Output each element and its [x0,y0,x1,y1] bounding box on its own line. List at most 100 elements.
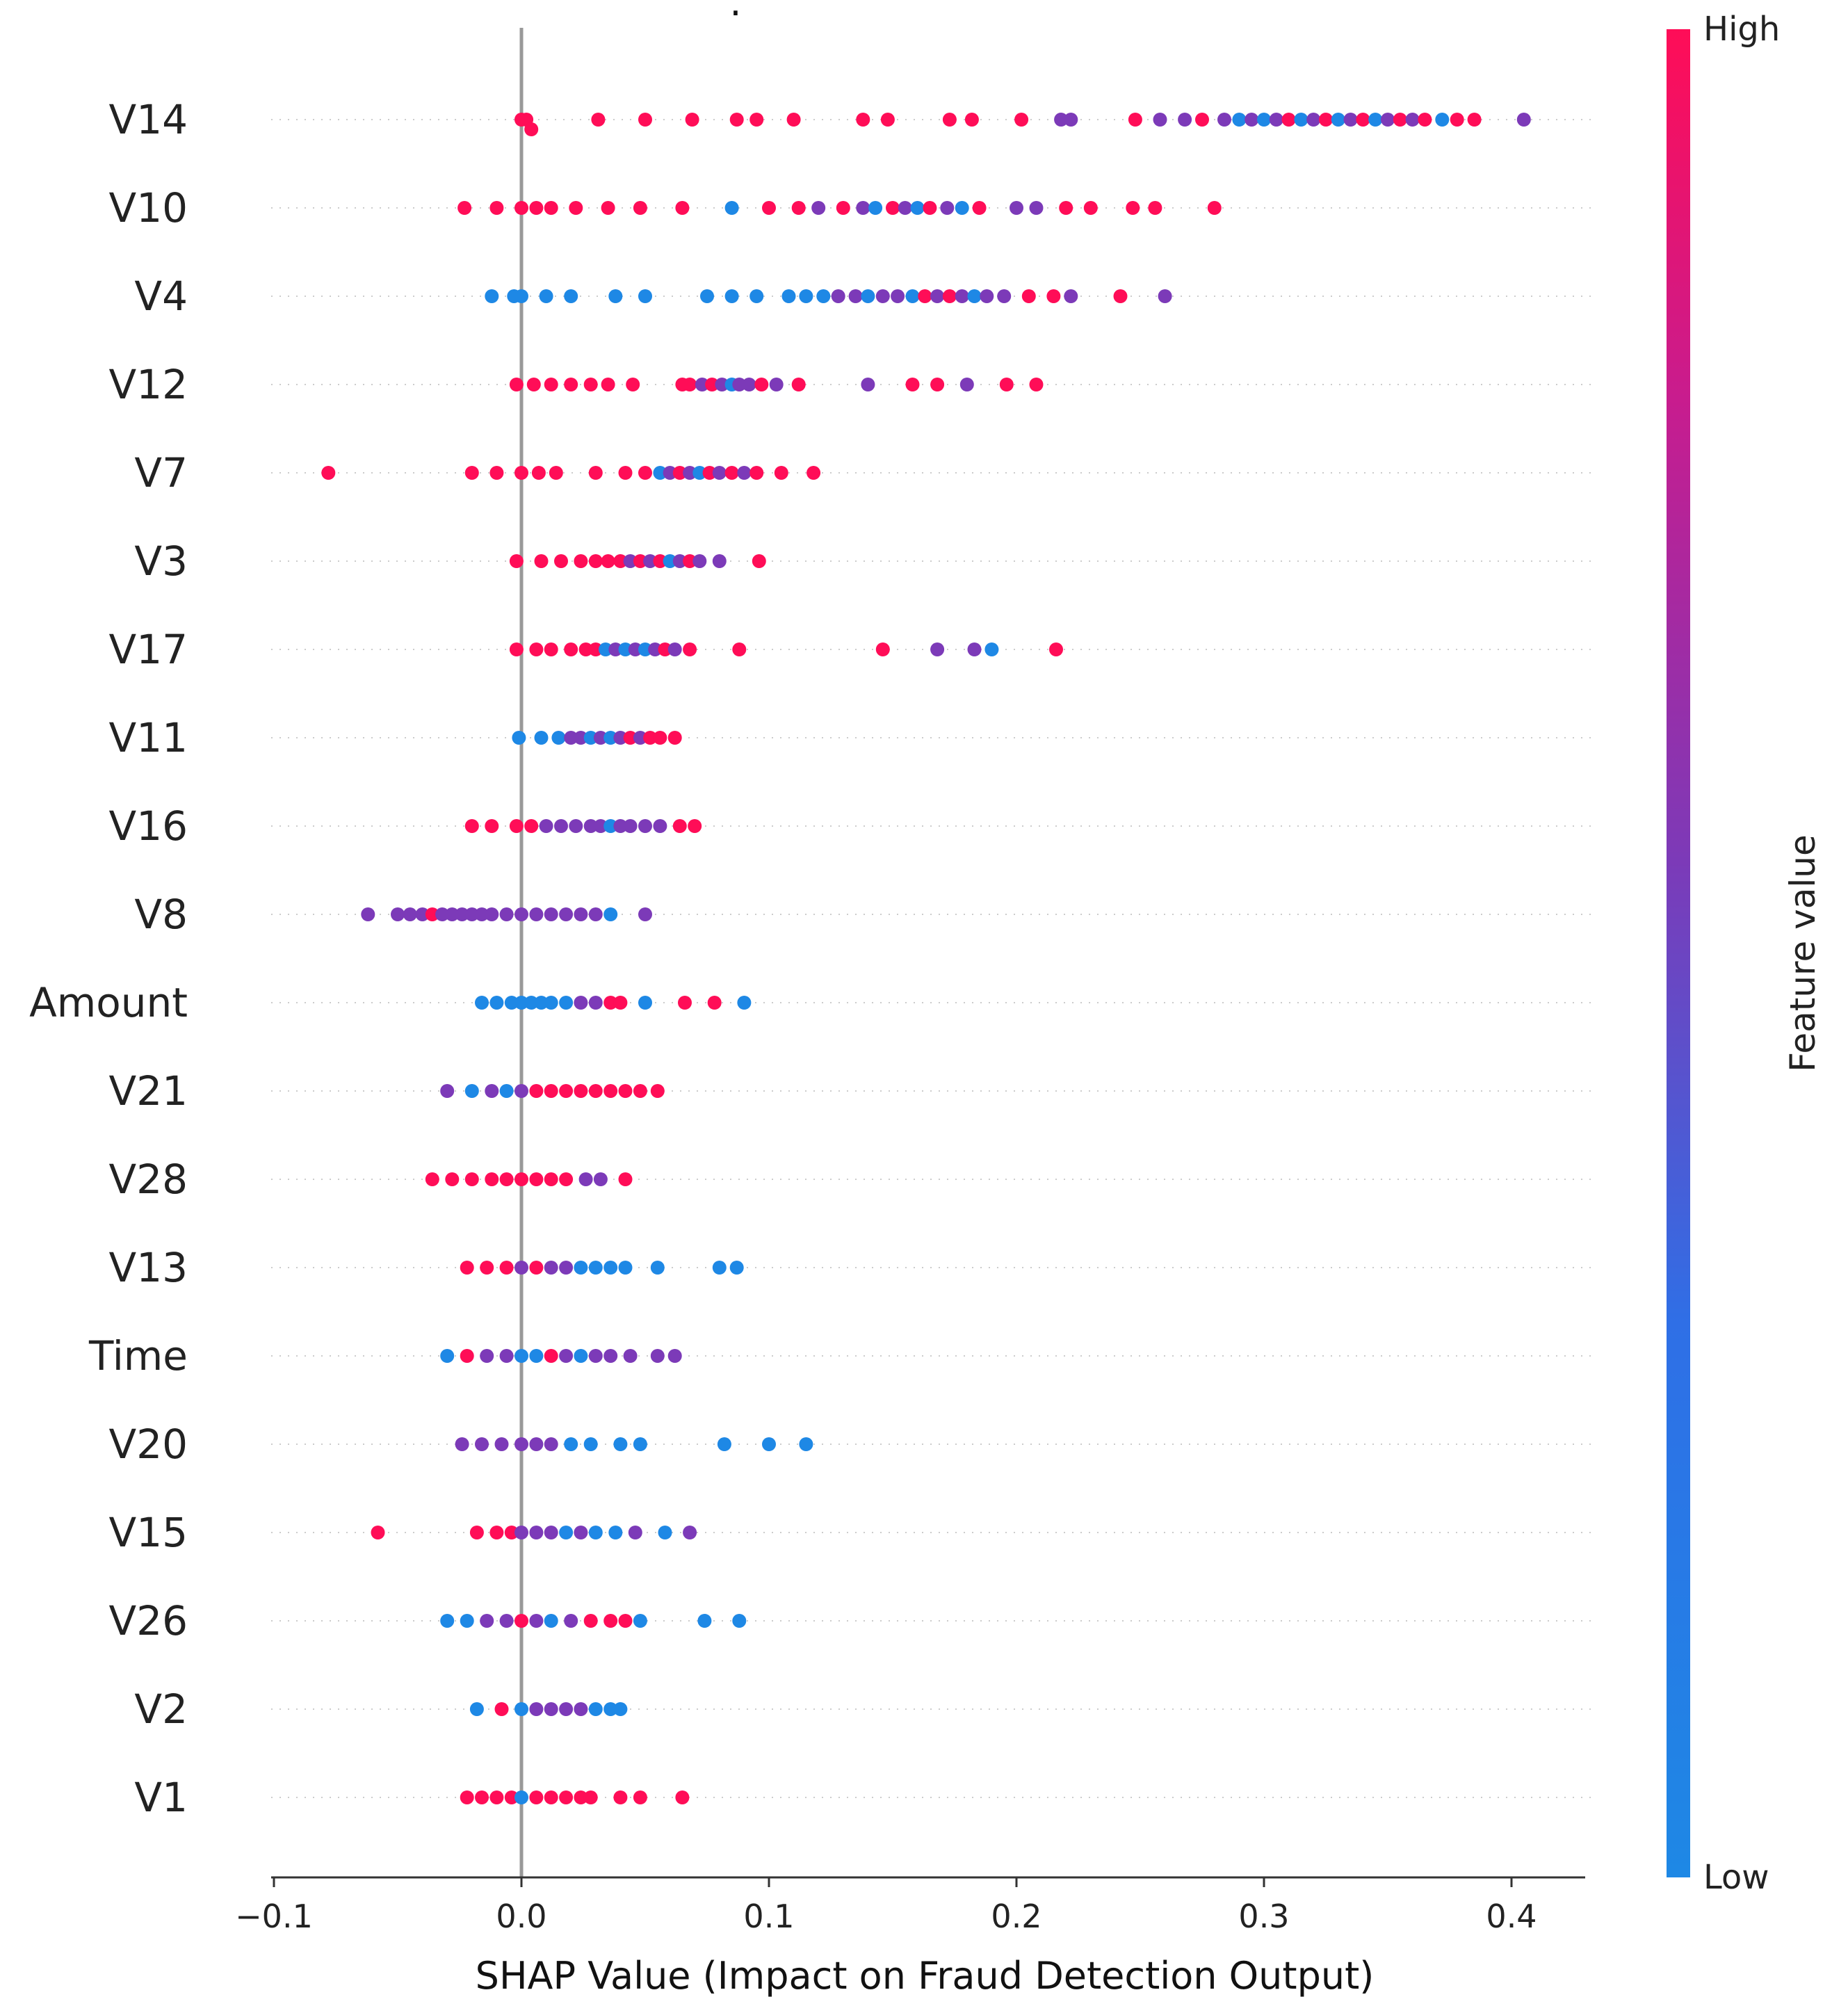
point-v14-37 [1435,113,1450,127]
point-v15-11 [628,1526,642,1539]
point-v15-7 [559,1526,574,1539]
point-v15-4 [514,1526,528,1539]
x-axis-ticks: −0.1 0.0 0.1 0.2 0.3 0.4 [235,1877,1537,1935]
point-v8-4 [425,907,439,921]
point-v11-2 [551,731,566,745]
point-v15-13 [683,1526,697,1539]
point-v14-28 [1319,113,1333,127]
point-v1-9 [583,1790,598,1804]
x-axis-label: SHAP Value (Impact on Fraud Detection Ou… [476,1954,1375,1997]
point-v4-3 [539,289,553,303]
point-amount-10 [603,996,618,1010]
point-v2-2 [514,1702,528,1716]
point-v20-4 [529,1437,544,1451]
point-v10-22 [972,201,987,215]
point-v3-6 [613,554,628,568]
point-v14-13 [1014,113,1029,127]
point-v28-0 [425,1172,439,1186]
point-v10-19 [923,201,937,215]
x-tick-label-4: 0.3 [1238,1898,1289,1935]
point-v14-14 [1054,113,1069,127]
point-v14-38 [1450,113,1464,127]
point-v17-14 [683,642,697,656]
point-v16-13 [653,819,667,833]
point-v4-21 [942,289,957,303]
point-v14-31 [1356,113,1370,127]
point-v17-0 [509,642,524,656]
point-amount-0 [475,996,489,1010]
point-v21-7 [559,1084,574,1098]
point-v15-12 [658,1526,672,1539]
point-v7-5 [549,466,563,480]
point-v2-6 [574,1702,588,1716]
point-v17-7 [608,642,623,656]
point-v10-0 [457,201,472,215]
point-v8-8 [464,907,479,921]
feature-guide-lines [271,119,1592,1798]
x-tick-label-2: 0.1 [743,1898,794,1935]
point-v4-0 [485,289,499,303]
point-v3-12 [672,554,687,568]
x-tick-label-0: −0.1 [235,1898,313,1935]
point-v4-16 [875,289,890,303]
point-v16-1 [485,819,499,833]
point-v10-4 [544,201,558,215]
point-v15-5 [529,1526,544,1539]
point-v12-10 [705,378,720,391]
point-v16-11 [623,819,638,833]
point-v2-4 [544,1702,558,1716]
point-v7-1 [464,466,479,480]
point-v4-10 [781,289,796,303]
point-v13-2 [499,1261,514,1275]
point-v11-11 [643,731,658,745]
point-v4-30 [1158,289,1172,303]
point-v3-8 [633,554,647,568]
point-amount-15 [737,996,752,1010]
point-time-8 [574,1349,588,1363]
point-amount-2 [504,996,519,1010]
point-v10-13 [836,201,850,215]
point-v21-5 [529,1084,544,1098]
point-time-4 [514,1349,528,1363]
point-v4-19 [918,289,932,303]
point-v17-2 [544,642,558,656]
point-v14-22 [1245,113,1259,127]
point-v10-20 [940,201,955,215]
point-v21-10 [603,1084,618,1098]
point-v3-14 [692,554,707,568]
point-v20-6 [564,1437,578,1451]
point-v14-39 [1467,113,1482,127]
point-v26-10 [618,1614,633,1628]
point-v12-22 [999,378,1014,391]
feature-label-v26: V26 [109,1597,188,1644]
point-v10-8 [675,201,690,215]
point-v26-3 [499,1614,514,1628]
point-v8-14 [544,907,558,921]
point-v14-30 [1343,113,1358,127]
point-v1-6 [544,1790,558,1804]
point-v16-12 [638,819,652,833]
feature-label-v4: V4 [134,273,188,320]
point-v7-6 [588,466,603,480]
point-time-11 [623,1349,638,1363]
point-v12-8 [683,378,697,391]
point-amount-13 [678,996,692,1010]
point-v8-5 [435,907,450,921]
point-v4-22 [955,289,969,303]
point-v14-11 [942,113,957,127]
point-v13-4 [529,1261,544,1275]
point-v8-2 [403,907,417,921]
point-v26-0 [440,1614,455,1628]
point-v8-17 [588,907,603,921]
point-v10-17 [898,201,912,215]
x-tick-label-1: 0.0 [496,1898,546,1935]
point-v4-17 [891,289,905,303]
point-v21-8 [574,1084,588,1098]
point-v10-3 [529,201,544,215]
point-v15-2 [489,1526,504,1539]
feature-label-v10: V10 [109,184,188,232]
colorbar-title: Feature value [1783,834,1823,1072]
point-v4-13 [831,289,845,303]
point-v2-5 [559,1702,574,1716]
point-v3-11 [663,554,677,568]
